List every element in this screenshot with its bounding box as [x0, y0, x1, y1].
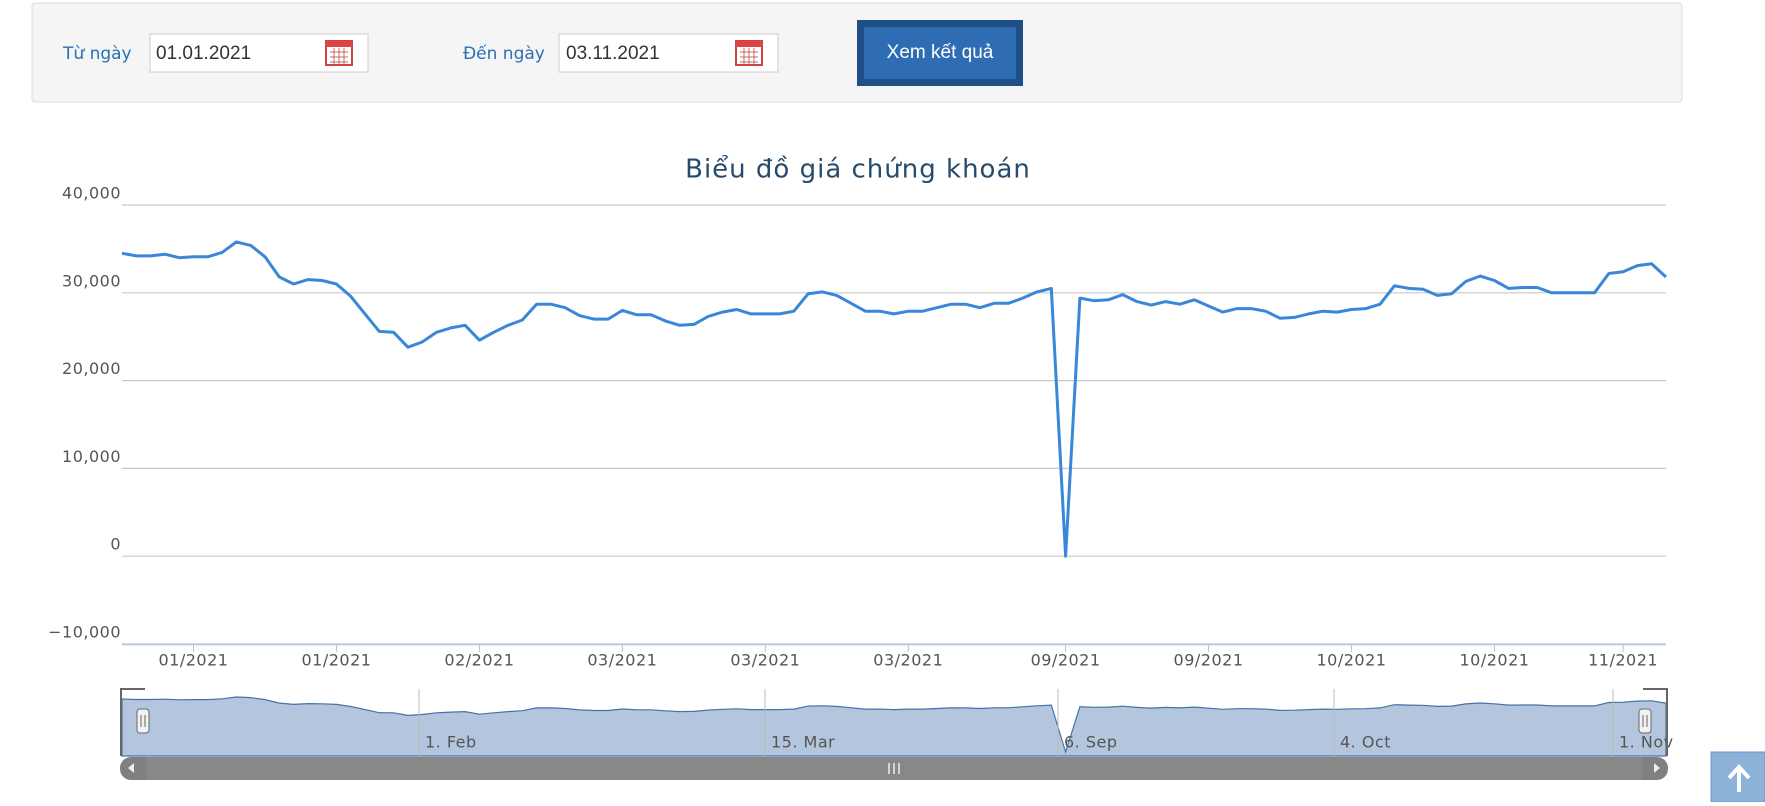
navigator-outline [120, 688, 1668, 756]
to-value: 03.11.2021 [566, 43, 660, 64]
navigator-label: 4. Oct [1340, 733, 1391, 752]
calendar-icon[interactable] [325, 40, 353, 66]
to-label: Đến ngày [463, 43, 545, 64]
navigator-label: 1. Feb [425, 733, 477, 752]
x-tick-label: 01/2021 [301, 651, 371, 670]
navigator-handle[interactable] [1638, 708, 1652, 734]
x-tick-label: 03/2021 [730, 651, 800, 670]
chart-title: Biểu đồ giá chứng khoán [685, 154, 1031, 185]
price-line [121, 240, 1668, 558]
navigator-label: 6. Sep [1064, 733, 1118, 752]
navigator-handle[interactable] [136, 708, 150, 734]
x-tick-label: 09/2021 [1174, 651, 1244, 670]
x-tick-label: 02/2021 [444, 651, 514, 670]
y-tick-label: −10,000 [48, 623, 121, 642]
from-value: 01.01.2021 [156, 43, 251, 64]
scrollbar-grip [888, 763, 900, 774]
from-label: Từ ngày [62, 44, 132, 64]
navigator-label: 1. Nov [1619, 733, 1674, 752]
y-tick-label: 0 [110, 535, 121, 554]
x-tick-label: 03/2021 [587, 651, 657, 670]
calendar-icon[interactable] [735, 40, 763, 66]
scroll-top-button[interactable] [1710, 751, 1765, 803]
handle-grip [140, 715, 146, 727]
scroll-left-arrow [128, 763, 134, 773]
navigator-label: 15. Mar [771, 733, 835, 752]
navigator-area [121, 696, 1667, 757]
y-tick-label: 40,000 [62, 184, 121, 203]
scroll-right-arrow [1654, 763, 1660, 773]
x-tick-label: 10/2021 [1316, 651, 1386, 670]
submit-label: Xem kết quả [887, 42, 994, 63]
x-tick-label: 03/2021 [873, 651, 943, 670]
handle-grip [1642, 715, 1648, 727]
y-tick-label: 10,000 [62, 447, 121, 466]
y-tick-label: 30,000 [62, 271, 121, 290]
x-tick-label: 11/2021 [1588, 651, 1658, 670]
submit-button-inner [864, 27, 1016, 79]
x-tick-label: 10/2021 [1459, 651, 1529, 670]
x-tick-label: 01/2021 [158, 651, 228, 670]
y-tick-label: 20,000 [62, 359, 121, 378]
x-tick-label: 09/2021 [1031, 651, 1101, 670]
